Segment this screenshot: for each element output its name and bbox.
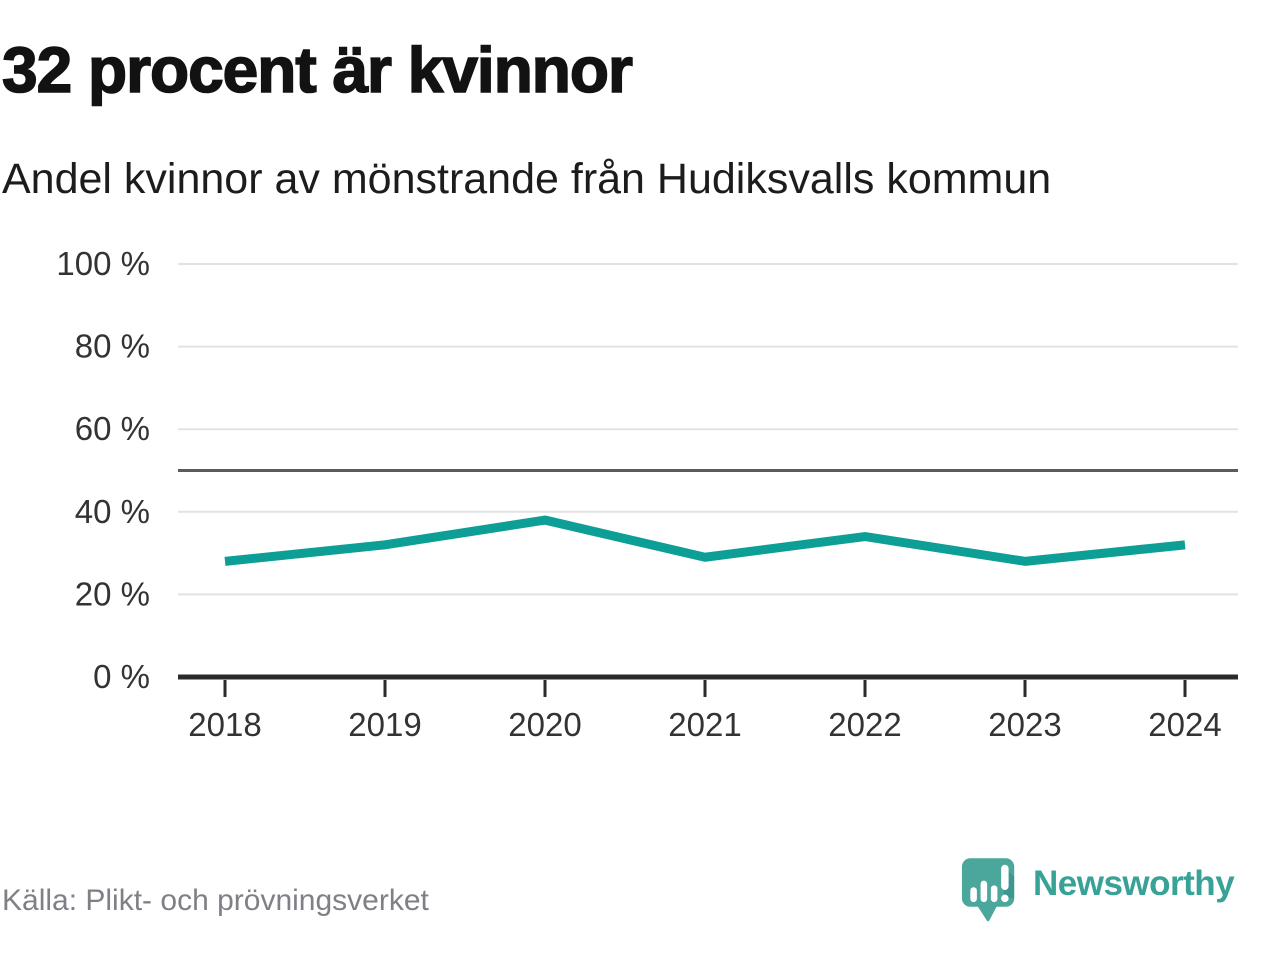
logo-bubble-tail — [976, 902, 998, 922]
logo-bar-2 — [980, 880, 988, 903]
logo-exclamation-bar — [1001, 864, 1009, 890]
chart-title: 32 procent är kvinnor — [1, 33, 633, 107]
y-tick-label-80: 80 % — [75, 328, 150, 365]
x-tick-label-2022: 2022 — [828, 706, 901, 743]
x-tick-label-2020: 2020 — [508, 706, 581, 743]
y-tick-label-20: 20 % — [75, 575, 150, 612]
y-tick-label-100: 100 % — [56, 245, 150, 282]
line-chart: 0 % 20 % 40 % 60 % 80 % 100 % 2018 2019 2020 2021… — [56, 245, 1238, 743]
x-tick-label-2023: 2023 — [988, 706, 1061, 743]
data-line-andel-kvinnor-av-mönstrande — [224, 515, 1186, 566]
y-tick-label-40: 40 % — [75, 493, 150, 530]
x-tick-label-2018: 2018 — [188, 706, 261, 743]
source-note: Källa: Plikt- och prövningsverket — [2, 884, 429, 917]
logo-bar-3 — [990, 885, 998, 903]
x-tick-label-2019: 2019 — [348, 706, 421, 743]
x-tick-label-2021: 2021 — [668, 706, 741, 743]
logo-bar-1 — [970, 887, 977, 903]
newsworthy-logo-icon — [961, 858, 1015, 922]
y-tick-label-0: 0 % — [93, 658, 150, 695]
chart-subtitle: Andel kvinnor av mönstrande från Hudiksv… — [2, 155, 1052, 203]
logo-exclamation-dot — [1001, 894, 1009, 903]
y-tick-label-60: 60 % — [75, 410, 150, 447]
newsworthy-wordmark: Newsworthy — [1033, 864, 1235, 903]
newsworthy-brand: Newsworthy — [961, 856, 1235, 924]
x-tick-label-2024: 2024 — [1148, 706, 1221, 743]
